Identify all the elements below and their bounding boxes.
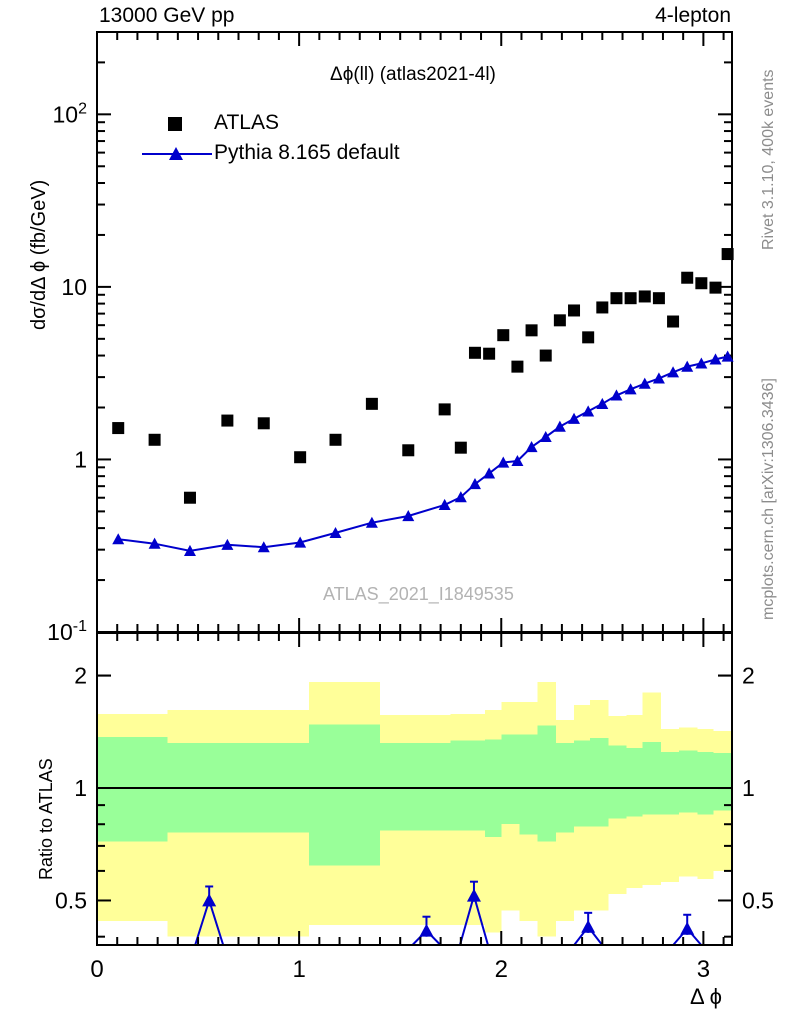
svg-text:102: 102 (53, 100, 88, 127)
legend-label-atlas: ATLAS (214, 111, 279, 134)
svg-text:2: 2 (742, 663, 755, 689)
ratio-mc-markers (194, 880, 702, 946)
ratio-bands (97, 682, 732, 937)
rivet-version-label: Rivet 3.1.10, 400k events (760, 69, 777, 250)
header-left-label: 13000 GeV pp (99, 4, 235, 27)
svg-text:3: 3 (697, 956, 710, 983)
svg-text:0.5: 0.5 (55, 887, 87, 913)
ratio-panel-ticks (96, 633, 732, 945)
main-panel-ytick-labels: 10-1 1 10 102 (47, 100, 87, 645)
svg-text:1: 1 (74, 446, 87, 472)
svg-text:0.5: 0.5 (742, 887, 774, 913)
legend-label-pythia: Pythia 8.165 default (214, 141, 400, 164)
legend-entry-atlas: ATLAS (140, 108, 400, 138)
data-series-markers (112, 248, 734, 504)
svg-text:1: 1 (742, 775, 755, 801)
svg-text:10: 10 (61, 274, 87, 300)
header-right-label: 4-lepton (655, 4, 731, 27)
plot-title: Δϕ(ll) (atlas2021-4l) (330, 64, 496, 85)
x-axis-tick-labels: 0 1 2 3 (90, 956, 710, 983)
square-marker-icon (140, 113, 214, 133)
ratio-y-axis-label: Ratio to ATLAS (36, 758, 56, 880)
ratio-panel-frame (96, 632, 733, 946)
legend-entry-pythia: Pythia 8.165 default (140, 138, 400, 168)
triangle-line-marker-icon (140, 143, 214, 163)
svg-text:2: 2 (495, 956, 508, 983)
svg-text:10-1: 10-1 (47, 618, 87, 645)
svg-text:0: 0 (90, 956, 103, 983)
mc-series-markers (112, 350, 734, 557)
mc-series-line (118, 355, 728, 552)
ratio-ytick-labels: 0.5 0.5 1 1 2 2 (55, 663, 774, 914)
y-axis-label: dσ/dΔ ϕ (fb/GeV) (28, 179, 50, 330)
ratio-frame-overlay (96, 632, 733, 946)
mcplots-reference-label: mcplots.cern.ch [arXiv:1306.3436] (760, 378, 777, 620)
x-axis-label: Δ ϕ (690, 984, 722, 1009)
analysis-watermark: ATLAS_2021_I1849535 (323, 584, 514, 604)
svg-text:1: 1 (74, 775, 87, 801)
svg-text:2: 2 (74, 663, 87, 689)
legend: ATLAS Pythia 8.165 default (140, 108, 400, 168)
svg-text:1: 1 (292, 956, 305, 983)
